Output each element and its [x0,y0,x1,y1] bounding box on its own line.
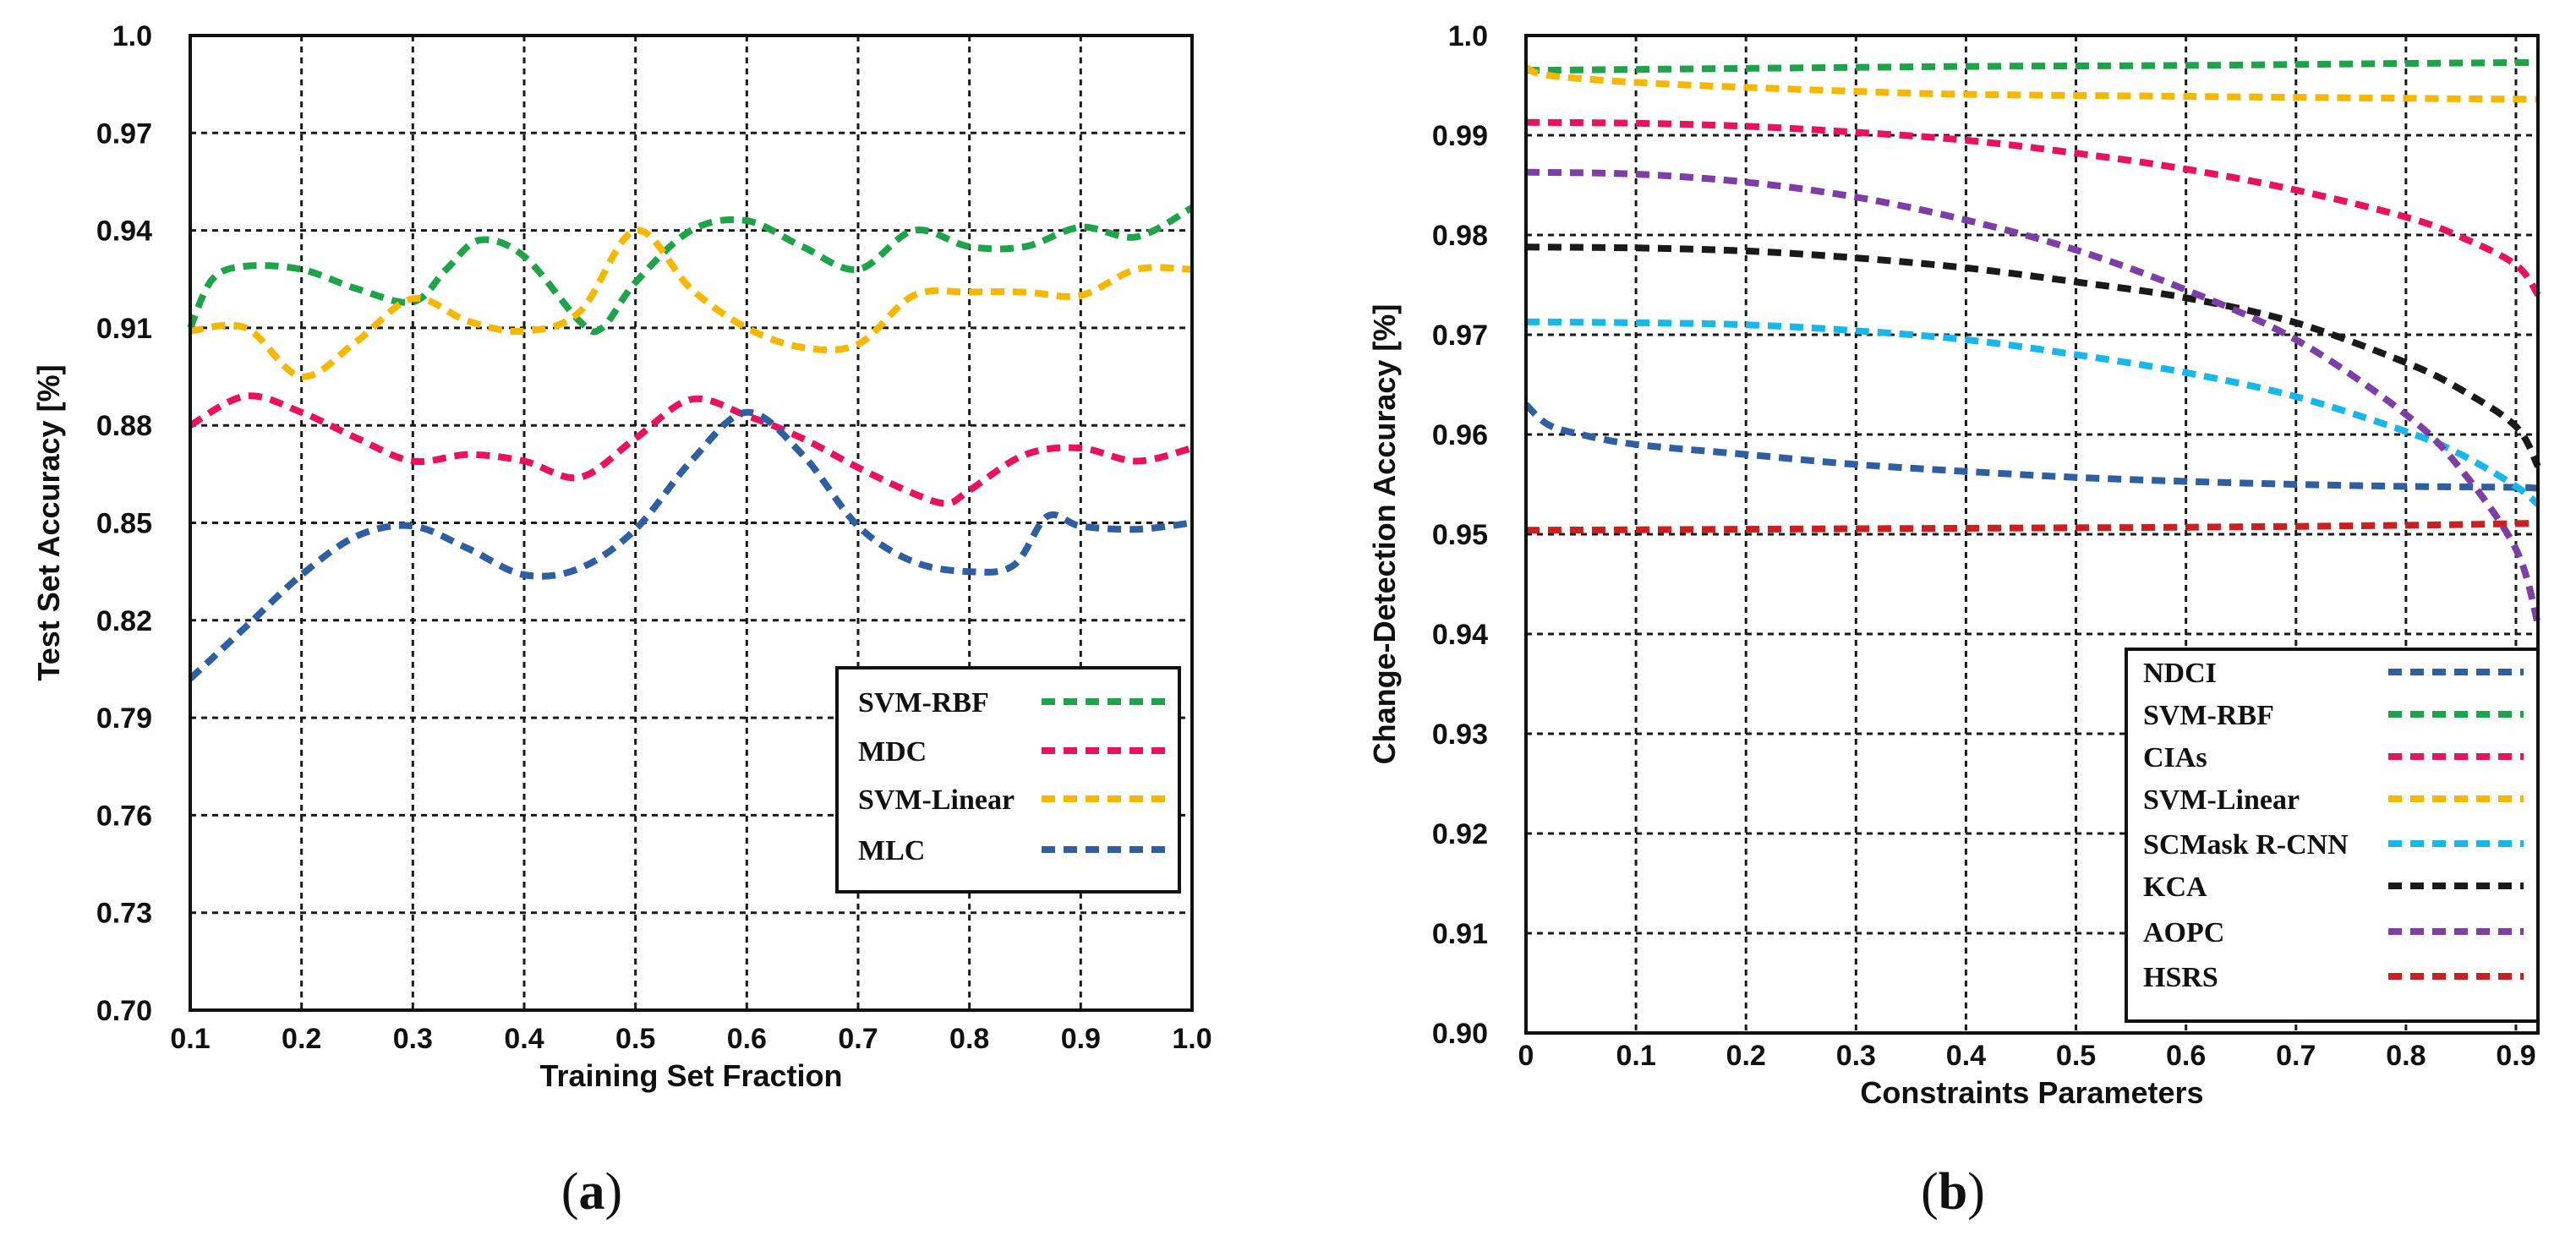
panel-label-b: (b) [1921,1163,1985,1221]
y-tick-label: 0.97 [1432,320,1488,352]
x-tick-label: 0.1 [1616,1040,1655,1072]
series-line-mdc [188,392,1194,507]
series-line-aopc [1525,168,2541,626]
x-tick-label: 0.2 [1726,1040,1766,1072]
y-tick-label: 0.94 [1432,619,1488,651]
legend-box [2125,648,2540,1023]
legend-label-ndci: NDCI [2143,658,2217,689]
y-tick-label: 0.94 [96,216,152,248]
y-tick-label: 0.76 [96,800,152,832]
x-axis-label: Training Set Fraction [539,1058,842,1093]
y-tick-label: 0.95 [1432,519,1488,551]
x-tick-label: 1.0 [1172,1023,1211,1055]
y-axis-label: Test Set Accuracy [%] [31,364,66,680]
series-line-svm-linear [1524,64,2539,103]
x-tick-label: 0.5 [2056,1040,2096,1072]
x-tick-label: 0.9 [2496,1040,2535,1072]
y-tick-label: 0.99 [1432,120,1488,152]
y-tick-label: 0.85 [96,508,152,540]
legend-label-svm-linear: SVM-Linear [2143,784,2300,816]
y-tick-label: 0.91 [96,313,152,345]
plot-frame [189,34,1194,1012]
y-tick-label: 0.97 [96,117,152,150]
series-line-kca [1525,243,2541,468]
series-line-svm-rbf [187,205,1194,336]
x-tick-label: 0.6 [2166,1040,2206,1072]
series-line-svm-rbf [1525,58,2539,74]
series-line-scmask-r-cnn [1525,318,2540,507]
x-tick-label: 0.3 [1836,1040,1876,1072]
x-tick-label: 0.5 [615,1023,655,1055]
x-tick-label: 0.8 [949,1023,989,1055]
x-tick-label: 0.7 [838,1023,878,1055]
x-tick-label: 0.1 [170,1023,210,1055]
legend-label-svm-rbf: SVM-RBF [858,687,989,719]
y-tick-label: 0.90 [1432,1018,1488,1050]
plot-frame [1524,34,2540,1035]
x-tick-label: 0.6 [727,1023,767,1055]
legend-label-mlc: MLC [858,835,925,866]
y-tick-label: 0.91 [1432,918,1488,950]
y-tick-label: 0.96 [1432,419,1488,451]
y-axis-label: Change-Detection Accuracy [%] [1367,304,1402,765]
y-tick-label: 0.73 [96,898,152,930]
legend-box [835,666,1181,894]
x-tick-label: 0.7 [2276,1040,2316,1072]
y-tick-label: 1.0 [112,20,152,52]
x-tick-label: 0.8 [2386,1040,2426,1072]
legend-label-kca: KCA [2143,872,2207,903]
series-line-cias [1525,118,2541,298]
grid-lines [1526,36,2538,1033]
legend-label-scmask-r-cnn: SCMask R-CNN [2143,829,2349,861]
legend: NDCI SVM-RBF CIAs SVM-Linear SCMask R-CNN KCA… [2125,648,2540,1023]
y-tick-label: 0.79 [96,702,152,735]
series-line-ndci [1523,402,2539,492]
x-tick-label: 0.4 [504,1023,544,1055]
y-tick-label: 0.92 [1432,818,1488,850]
legend-label-cias: CIAs [2143,742,2207,773]
series-line-svm-linear [189,227,1193,380]
x-tick-label: 0.2 [282,1023,321,1055]
x-tick-label: 0.9 [1061,1023,1101,1055]
chart-panel-b: 0 0.1 0.2 0.3 0.4 0.5 0.6 0.7 0.8 0.9 0.90 0.91 0.92… [1367,20,2541,1110]
x-axis-label: Constraints Parameters [1860,1075,2203,1110]
y-tick-label: 0.70 [96,995,152,1027]
legend: SVM-RBF MDC SVM-Linear MLC [835,666,1181,894]
x-tick-label: 0 [1518,1040,1534,1072]
x-tick-label: 0.3 [393,1023,433,1055]
x-tick-label: 0.4 [1946,1040,1986,1072]
legend-label-aopc: AOPC [2143,917,2224,948]
legend-label-svm-linear: SVM-Linear [858,784,1015,816]
y-tick-label: 0.93 [1432,719,1488,751]
legend-label-mdc: MDC [858,736,927,768]
y-tick-label: 0.82 [96,605,152,637]
legend-label-svm-rbf: SVM-RBF [2143,700,2274,731]
grid-lines [190,36,1192,1010]
y-tick-label: 0.88 [96,410,152,442]
series-line-mlc [188,408,1193,681]
panel-label-a: (a) [561,1163,622,1221]
y-tick-label: 0.98 [1432,220,1488,252]
legend-label-hsrs: HSRS [2143,962,2218,993]
series-line-hsrs [1525,520,2539,534]
y-tick-label: 1.0 [1448,20,1488,52]
chart-panel-a: 0.1 0.2 0.3 0.4 0.5 0.6 0.7 0.8 0.9 1.0 0.70 0.73 0.… [31,20,1212,1093]
